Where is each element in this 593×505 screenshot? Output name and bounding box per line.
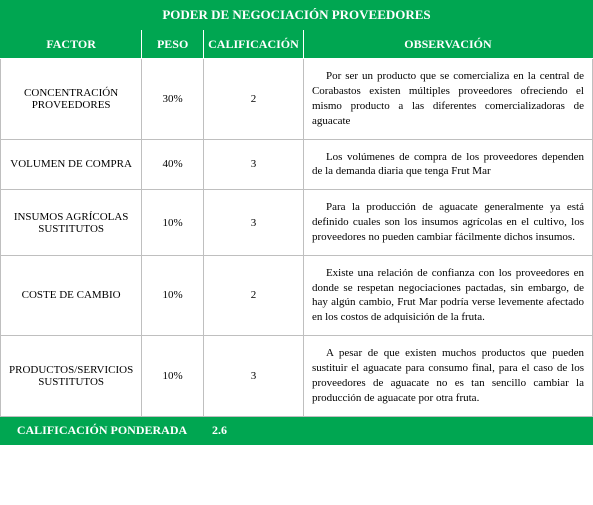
header-calif: CALIFICACIÓN	[204, 30, 304, 59]
cell-peso: 10%	[142, 255, 204, 335]
cell-calif: 3	[204, 139, 304, 190]
cell-obs: A pesar de que existen muchos productos …	[303, 336, 592, 416]
cell-peso: 10%	[142, 190, 204, 256]
footer-row: CALIFICACIÓN PONDERADA 2.6	[1, 416, 593, 444]
footer-empty	[303, 416, 592, 444]
table-row: CONCENTRACIÓN PROVEEDORES 30% 2 Por ser …	[1, 59, 593, 139]
header-row: FACTOR PESO CALIFICACIÓN OBSERVACIÓN	[1, 30, 593, 59]
obs-text: A pesar de que existen muchos productos …	[312, 347, 584, 404]
cell-factor: CONCENTRACIÓN PROVEEDORES	[1, 59, 142, 139]
obs-text: Los volúmenes de compra de los proveedor…	[312, 151, 584, 178]
cell-factor: INSUMOS AGRÍCOLAS SUSTITUTOS	[1, 190, 142, 256]
cell-calif: 3	[204, 190, 304, 256]
cell-factor: VOLUMEN DE COMPRA	[1, 139, 142, 190]
footer-value: 2.6	[204, 416, 304, 444]
obs-text: Existe una relación de confianza con los…	[312, 267, 584, 324]
obs-text: Para la producción de aguacate generalme…	[312, 201, 584, 243]
cell-obs: Para la producción de aguacate generalme…	[303, 190, 592, 256]
cell-obs: Los volúmenes de compra de los proveedor…	[303, 139, 592, 190]
cell-obs: Por ser un producto que se comercializa …	[303, 59, 592, 139]
header-obs: OBSERVACIÓN	[303, 30, 592, 59]
cell-obs: Existe una relación de confianza con los…	[303, 255, 592, 335]
cell-peso: 10%	[142, 336, 204, 416]
cell-factor: PRODUCTOS/SERVICIOS SUSTITUTOS	[1, 336, 142, 416]
header-factor: FACTOR	[1, 30, 142, 59]
obs-text: Por ser un producto que se comercializa …	[312, 70, 584, 127]
cell-calif: 2	[204, 59, 304, 139]
table-row: INSUMOS AGRÍCOLAS SUSTITUTOS 10% 3 Para …	[1, 190, 593, 256]
supplier-power-table: PODER DE NEGOCIACIÓN PROVEEDORES FACTOR …	[0, 0, 593, 445]
cell-calif: 2	[204, 255, 304, 335]
header-peso: PESO	[142, 30, 204, 59]
table-row: COSTE DE CAMBIO 10% 2 Existe una relació…	[1, 255, 593, 335]
cell-factor: COSTE DE CAMBIO	[1, 255, 142, 335]
table-row: PRODUCTOS/SERVICIOS SUSTITUTOS 10% 3 A p…	[1, 336, 593, 416]
cell-calif: 3	[204, 336, 304, 416]
title-row: PODER DE NEGOCIACIÓN PROVEEDORES	[1, 1, 593, 30]
table-row: VOLUMEN DE COMPRA 40% 3 Los volúmenes de…	[1, 139, 593, 190]
footer-label: CALIFICACIÓN PONDERADA	[1, 416, 204, 444]
table-title: PODER DE NEGOCIACIÓN PROVEEDORES	[1, 1, 593, 30]
cell-peso: 40%	[142, 139, 204, 190]
cell-peso: 30%	[142, 59, 204, 139]
